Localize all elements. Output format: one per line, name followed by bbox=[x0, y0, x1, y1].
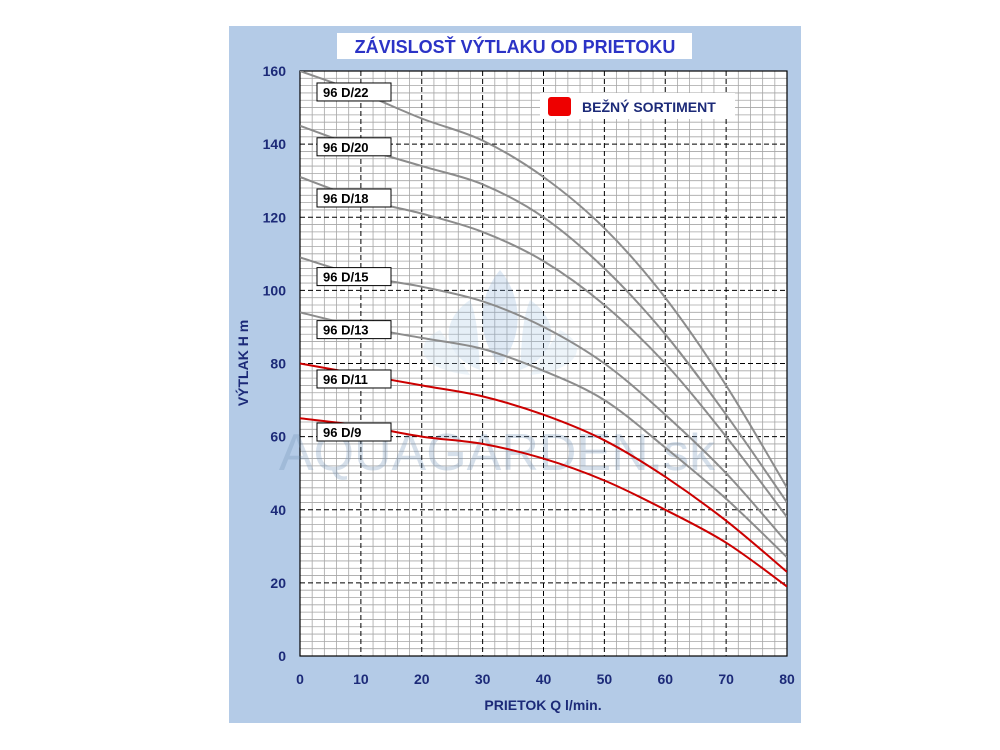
x-tick-label: 10 bbox=[353, 671, 369, 687]
y-axis-label: VÝTLAK H m bbox=[234, 320, 251, 406]
legend-box bbox=[540, 93, 735, 119]
svg-text:96 D/13: 96 D/13 bbox=[323, 323, 369, 338]
series-label: 96 D/20 bbox=[316, 137, 392, 157]
svg-text:96 D/11: 96 D/11 bbox=[323, 372, 368, 387]
title-box bbox=[337, 33, 692, 59]
y-tick-label: 80 bbox=[270, 356, 286, 372]
x-tick-label: 40 bbox=[536, 671, 552, 687]
series-label: 96 D/18 bbox=[316, 188, 392, 208]
series-label: 96 D/9 bbox=[316, 422, 392, 442]
series-label: 96 D/11 bbox=[316, 369, 392, 389]
x-tick-label: 70 bbox=[718, 671, 734, 687]
x-tick-label: 50 bbox=[597, 671, 613, 687]
x-tick-label: 20 bbox=[414, 671, 430, 687]
y-tick-label: 160 bbox=[263, 63, 287, 79]
series-label: 96 D/15 bbox=[316, 267, 392, 287]
series-line-96-d-22 bbox=[300, 71, 787, 489]
svg-text:96 D/15: 96 D/15 bbox=[323, 270, 369, 285]
y-tick-label: 0 bbox=[278, 648, 286, 664]
chart-title: ZÁVISLOSŤ VÝTLAKU OD PRIETOKU bbox=[355, 36, 676, 57]
series-label: 96 D/22 bbox=[316, 82, 392, 102]
series-label: 96 D/13 bbox=[316, 320, 392, 340]
x-axis-label: PRIETOK Q l/min. bbox=[484, 697, 601, 713]
y-tick-label: 120 bbox=[263, 209, 287, 225]
y-tick-label: 60 bbox=[270, 429, 286, 445]
svg-text:96 D/20: 96 D/20 bbox=[323, 140, 369, 155]
svg-text:96 D/9: 96 D/9 bbox=[323, 425, 361, 440]
x-tick-label: 80 bbox=[779, 671, 795, 687]
x-tick-labels: 0 10 20 30 40 50 60 70 80 bbox=[296, 671, 795, 687]
legend: BEŽNÝ SORTIMENT bbox=[540, 93, 735, 119]
x-tick-label: 60 bbox=[657, 671, 673, 687]
svg-text:96 D/18: 96 D/18 bbox=[323, 191, 369, 206]
y-tick-label: 20 bbox=[270, 575, 286, 591]
y-tick-label: 140 bbox=[263, 136, 287, 152]
x-tick-label: 0 bbox=[296, 671, 304, 687]
y-tick-label: 40 bbox=[270, 502, 286, 518]
series-labels: 96 D/22 96 D/20 96 D/18 96 D/15 96 D/13 96 D/… bbox=[316, 82, 392, 442]
x-tick-label: 30 bbox=[475, 671, 491, 687]
legend-label: BEŽNÝ SORTIMENT bbox=[582, 98, 716, 115]
legend-swatch bbox=[548, 97, 571, 116]
y-tick-label: 100 bbox=[263, 282, 287, 298]
svg-text:96 D/22: 96 D/22 bbox=[323, 85, 369, 100]
y-tick-labels: 0 20 40 60 80 100 120 140 160 bbox=[263, 63, 287, 664]
